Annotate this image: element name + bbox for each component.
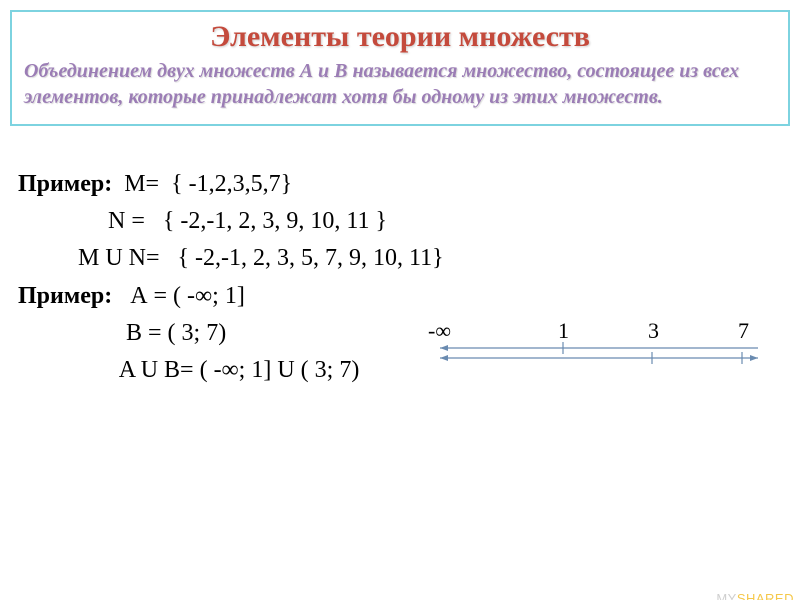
watermark-highlight: SHARED [737,591,794,600]
slide-title: Элементы теории множеств [24,20,776,54]
example2-b: В = ( 3; 7) [126,320,226,346]
example1-n: N = { -2,-1, 2, 3, 9, 10, 11 } [108,208,387,234]
example1-line2: N = { -2,-1, 2, 3, 9, 10, 11 } [18,203,782,240]
example2-line1: Пример: А = ( -∞; 1] [18,278,782,315]
example2-a: А = ( -∞; 1] [130,283,245,309]
watermark: MYSHARED [716,591,794,600]
example2-union: A U B= ( -∞; 1] U ( 3; 7) [119,357,360,383]
example1-line1: Пример: М= { -1,2,3,5,7} [18,166,782,203]
example1-label: Пример: [18,171,112,197]
slide-body: Пример: М= { -1,2,3,5,7} N = { -2,-1, 2,… [18,166,782,389]
header-box: Элементы теории множеств Объединением дв… [10,10,790,126]
example1-m: М= { -1,2,3,5,7} [124,171,292,197]
watermark-prefix: MY [716,591,737,600]
number-line: -∞ 1 3 7 [428,314,768,384]
example1-union: M U N= { -2,-1, 2, 3, 5, 7, 9, 10, 11} [78,245,444,271]
slide-subtitle: Объединением двух множеств А и В называе… [24,58,776,110]
example1-line3: M U N= { -2,-1, 2, 3, 5, 7, 9, 10, 11} [18,240,782,277]
number-line-svg [428,342,768,366]
example2-label: Пример: [18,283,112,309]
header-accent [710,10,790,12]
